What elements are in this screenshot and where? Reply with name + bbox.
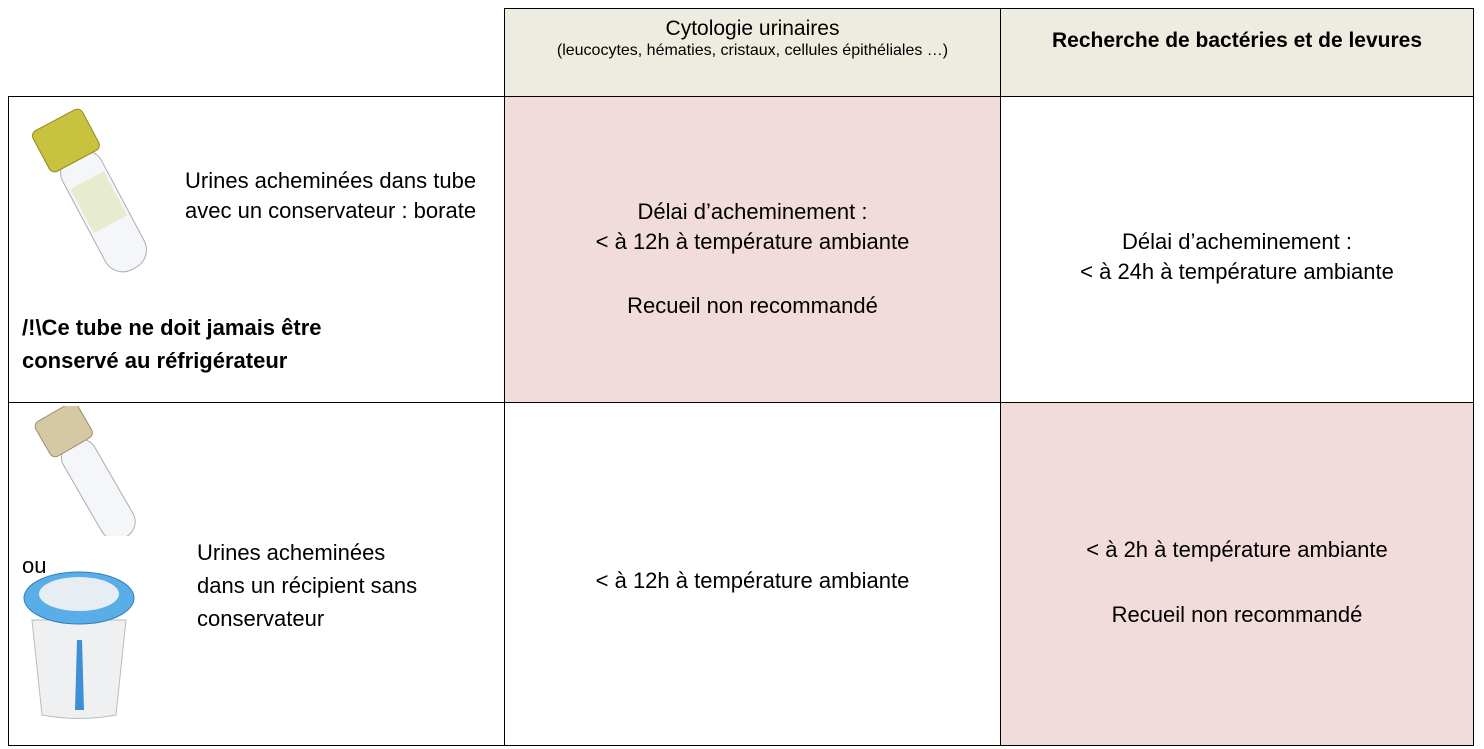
header-title: Recherche de bactéries et de levures (1051, 29, 1423, 52)
cell-line: < à 24h à température ambiante (1080, 259, 1394, 284)
row-label: Urines acheminées dans un récipient sans… (197, 540, 418, 631)
cell-line: < à 12h à température ambiante (595, 568, 910, 593)
cell-text: Délai d’acheminement : < à 24h à tempéra… (1000, 227, 1474, 287)
header-cell: Cytologie urinaires (leucocytes, hématie… (504, 8, 1001, 97)
or-text: ou (22, 553, 47, 578)
header-cell: Recherche de bactéries et de levures (1000, 8, 1474, 97)
cell-line: Recueil non recommandé (627, 293, 878, 318)
cell-text: < à 2h à température ambiante Recueil no… (1000, 535, 1474, 630)
cell-line: Délai d’acheminement : (1122, 229, 1352, 254)
cell-line: < à 12h à température ambiante (595, 229, 910, 254)
cell-line: Délai d’acheminement : (637, 199, 868, 224)
container-icon (23, 571, 135, 719)
cell (1000, 402, 1474, 746)
header-subtitle: (leucocytes, hématies, cristaux, cellule… (556, 42, 949, 59)
cell-text: < à 12h à température ambiante (504, 566, 1001, 596)
plain-tube-icon (34, 406, 136, 536)
row-label: Urines acheminées dans tube avec un cons… (185, 168, 477, 223)
cell-text: Délai d’acheminement : < à 12h à tempéra… (504, 197, 1001, 321)
cell-line: Recueil non recommandé (1111, 602, 1363, 627)
borate-tube-icon (32, 108, 147, 273)
header-title: Cytologie urinaires (665, 17, 840, 40)
cell-line: < à 2h à température ambiante (1086, 537, 1388, 562)
warning: /!\Ce tube ne doit jamais être conservé … (22, 315, 322, 373)
